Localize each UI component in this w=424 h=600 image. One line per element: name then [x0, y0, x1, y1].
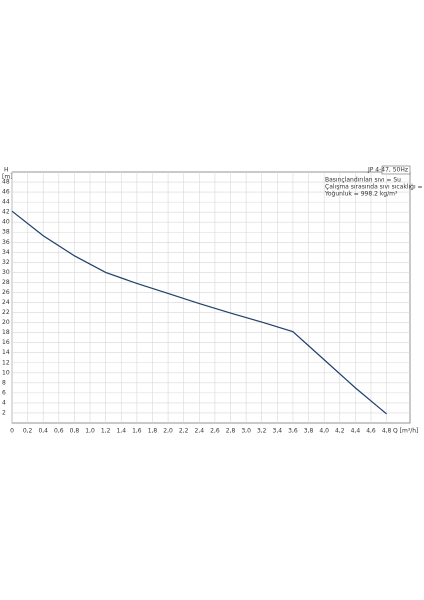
- y-tick-label: 24: [2, 299, 10, 306]
- y-tick-label: 20: [2, 319, 10, 326]
- y-tick-label: 8: [2, 379, 6, 386]
- y-tick-label: 32: [2, 259, 10, 266]
- x-axis-label: Q [m³/h]: [393, 428, 418, 435]
- y-tick-label: 40: [2, 219, 10, 226]
- y-tick-label: 28: [2, 279, 10, 286]
- y-tick-label: 36: [2, 239, 10, 246]
- x-tick-label: 4,6: [366, 428, 376, 435]
- x-tick-label: 4,8: [382, 428, 392, 435]
- y-tick-label: 48: [2, 179, 10, 186]
- y-axis-unit: [m]: [2, 174, 13, 181]
- x-tick-label: 3,0: [241, 428, 251, 435]
- x-tick-label: 1,8: [148, 428, 158, 435]
- x-tick-label: 3,8: [304, 428, 314, 435]
- x-tick-label: 2,4: [195, 428, 205, 435]
- x-tick-label: 3,2: [257, 428, 267, 435]
- y-tick-label: 22: [2, 309, 10, 316]
- x-tick-label: 0,6: [54, 428, 64, 435]
- y-tick-label: 2: [2, 409, 6, 416]
- y-tick-label: 44: [2, 199, 10, 206]
- y-tick-label: 16: [2, 339, 10, 346]
- x-tick-label: 4,0: [319, 428, 329, 435]
- y-tick-label: 14: [2, 349, 10, 356]
- y-tick-label: 30: [2, 269, 10, 276]
- x-tick-label: 1,6: [132, 428, 142, 435]
- x-tick-label: 1,0: [85, 428, 95, 435]
- y-tick-label: 38: [2, 229, 10, 236]
- x-tick-label: 3,4: [273, 428, 283, 435]
- x-tick-label: 0,4: [38, 428, 48, 435]
- y-tick-label: 26: [2, 289, 10, 296]
- y-tick-label: 10: [2, 369, 10, 376]
- x-tick-label: 4,4: [351, 428, 361, 435]
- curve: [11, 210, 387, 415]
- x-tick-label: 0,2: [23, 428, 33, 435]
- annotation: Basınçlandırılan sıvı = Su: [325, 177, 401, 184]
- x-tick-label: 1,4: [116, 428, 126, 435]
- x-tick-label: 0: [10, 428, 14, 435]
- y-axis-label: H: [4, 167, 9, 174]
- chart-title: JP 4-47, 50Hz: [367, 167, 408, 174]
- y-tick-label: 4: [2, 399, 6, 406]
- x-tick-label: 3,6: [288, 428, 298, 435]
- plot-frame: [11, 171, 411, 424]
- y-tick-label: 46: [2, 189, 10, 196]
- x-tick-label: 2,0: [163, 428, 173, 435]
- annotation: Yoğunluk = 998.2 kg/m³: [324, 191, 398, 198]
- x-tick-label: 0,8: [70, 428, 80, 435]
- y-tick-label: 34: [2, 249, 10, 256]
- x-tick-label: 4,2: [335, 428, 345, 435]
- x-tick-label: 2,6: [210, 428, 220, 435]
- y-tick-label: 18: [2, 329, 10, 336]
- x-tick-label: 1,2: [101, 428, 111, 435]
- title-box: [381, 165, 411, 175]
- x-tick-label: 2,2: [179, 428, 189, 435]
- y-tick-label: 42: [2, 209, 10, 216]
- x-tick-label: 2,8: [226, 428, 236, 435]
- y-tick-label: 6: [2, 389, 6, 396]
- annotation: Çalışma sırasında sıvı sıcaklığı = 20 °C: [325, 184, 424, 191]
- y-tick-label: 12: [2, 359, 10, 366]
